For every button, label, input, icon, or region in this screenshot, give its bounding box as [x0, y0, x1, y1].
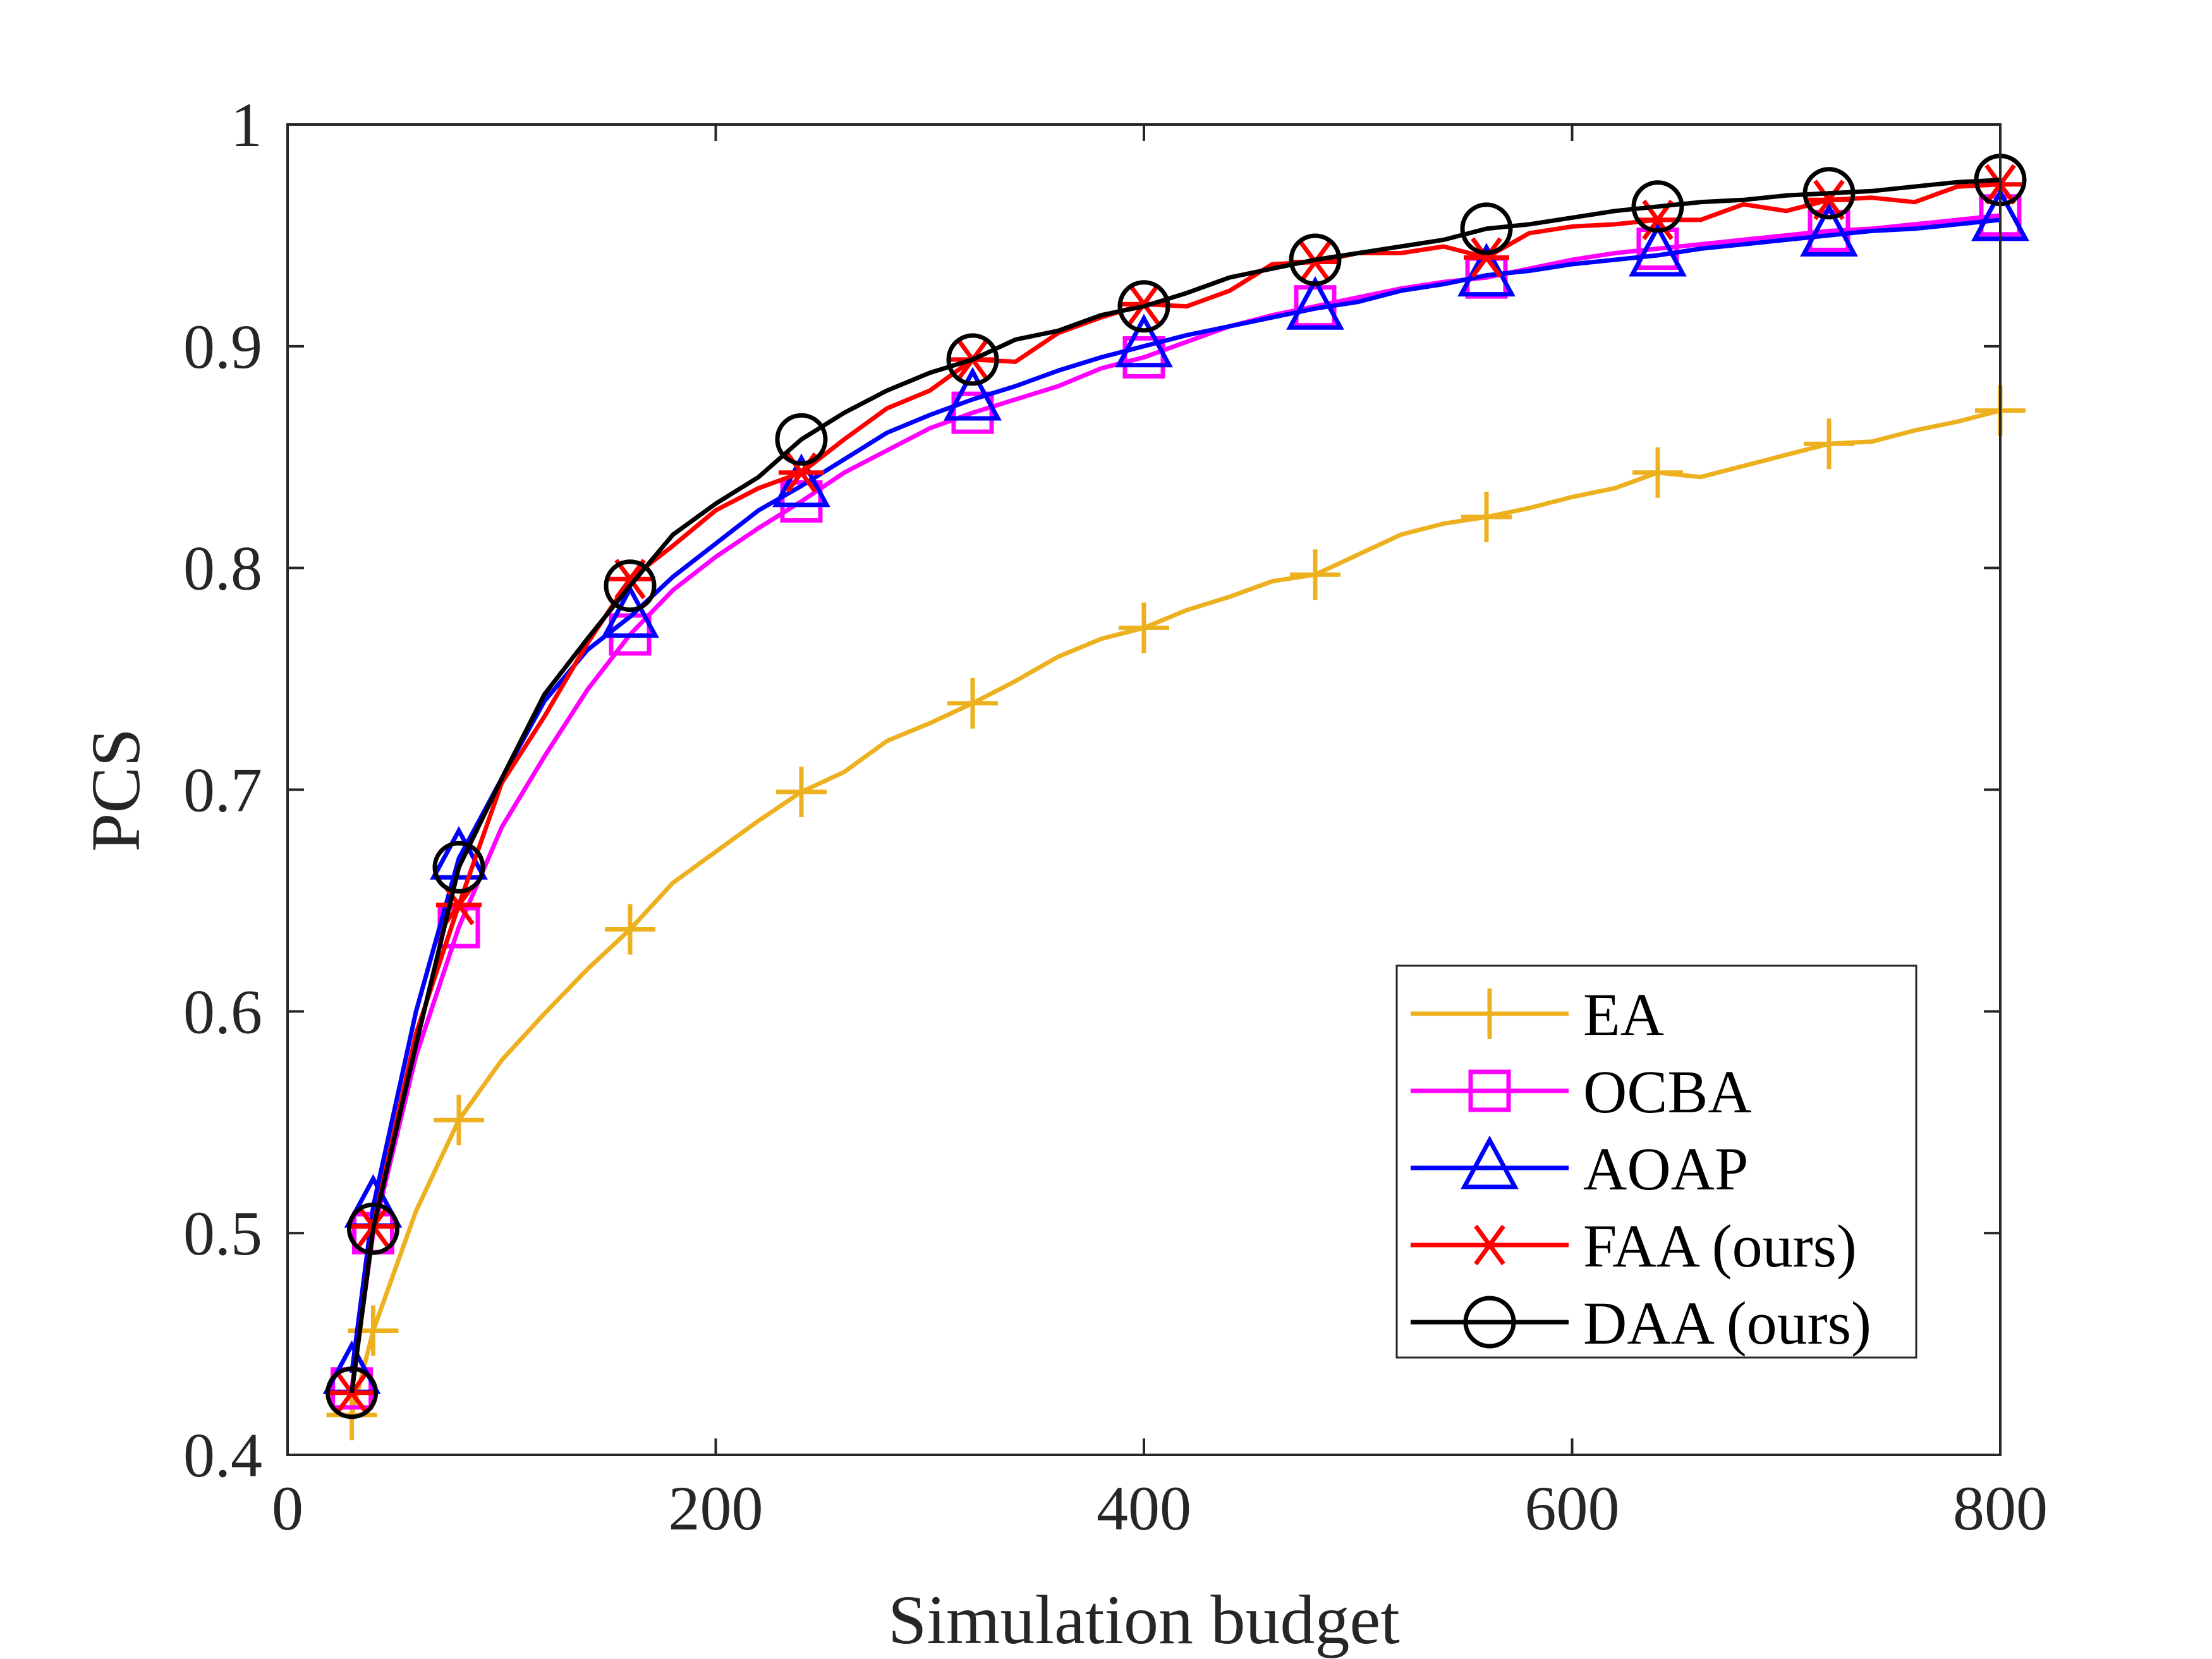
- x-tick-label: 600: [1525, 1473, 1620, 1543]
- series-line: [349, 217, 2001, 1373]
- marker-stroke: [946, 333, 999, 386]
- data-point: [1461, 492, 1512, 542]
- legend-swatch-marker: [1468, 1069, 1511, 1112]
- data-point: [607, 559, 653, 600]
- x-tick-label: 800: [1953, 1473, 2048, 1543]
- data-point: [1286, 276, 1344, 330]
- y-tick-label: 1: [231, 90, 262, 160]
- data-point: [1464, 237, 1509, 278]
- marker-stroke: [325, 1366, 379, 1419]
- data-point: [604, 559, 657, 612]
- legend-swatch-marker: [1467, 1224, 1512, 1266]
- ticks-layer: 0 200 400 600 800 0.4 0.5 0.6 0.7 0.8 0.9 1: [183, 90, 2048, 1543]
- marker-stroke: [780, 480, 823, 523]
- data-point: [947, 678, 998, 729]
- marker-stroke: [601, 584, 659, 638]
- marker-stroke: [604, 559, 657, 612]
- marker-stroke: [1289, 233, 1342, 286]
- marker-stroke: [1471, 237, 1502, 278]
- marker-stroke: [1629, 222, 1687, 277]
- data-point: [432, 841, 485, 894]
- y-tick-label: 0.9: [183, 312, 262, 382]
- marker-stroke: [1813, 179, 1845, 221]
- data-point: [944, 367, 1002, 421]
- data-point: [601, 584, 659, 638]
- marker-stroke: [1463, 1296, 1516, 1349]
- marker-stroke: [772, 453, 830, 507]
- series-layer: [322, 154, 2029, 1440]
- data-point: [325, 1366, 379, 1419]
- data-point: [430, 825, 488, 880]
- legend-label: OCBA: [1583, 1058, 1752, 1126]
- data-point: [1804, 418, 1854, 470]
- marker-stroke: [1115, 313, 1173, 368]
- marker-stroke: [1474, 1224, 1505, 1266]
- legend: EA OCBA AOAP FAA (ours) DAA (ours): [1395, 964, 1917, 1359]
- data-point: [1115, 313, 1173, 368]
- data-point: [1290, 549, 1340, 600]
- y-tick-label: 0.6: [183, 976, 262, 1047]
- marker-stroke: [775, 413, 828, 466]
- y-tick-label: 0.7: [183, 755, 262, 825]
- data-point: [1631, 180, 1684, 233]
- marker-stroke: [614, 559, 646, 600]
- data-point: [347, 1202, 399, 1255]
- data-point: [605, 904, 655, 955]
- legend-swatch-marker: [1461, 1135, 1519, 1189]
- data-point: [1632, 447, 1683, 498]
- data-point: [1117, 280, 1170, 333]
- data-point: [951, 391, 994, 434]
- legend-label: EA: [1583, 981, 1664, 1048]
- data-point: [780, 480, 823, 523]
- data-point: [1457, 243, 1516, 297]
- y-tick-label: 0.8: [183, 533, 262, 604]
- data-point: [1119, 602, 1169, 653]
- marker-stroke: [1468, 1069, 1511, 1112]
- x-tick-label: 0: [272, 1473, 303, 1543]
- marker-stroke: [1457, 243, 1516, 297]
- marker-stroke: [347, 1202, 399, 1255]
- data-point: [946, 333, 999, 386]
- data-point: [775, 413, 828, 466]
- marker-stroke: [1460, 202, 1513, 255]
- x-tick-label: 400: [1097, 1473, 1191, 1543]
- data-point: [1460, 202, 1513, 255]
- legend-swatch-marker: [1464, 988, 1515, 1039]
- data-point: [436, 884, 482, 925]
- data-point: [776, 767, 827, 817]
- marker-stroke: [1117, 280, 1170, 333]
- marker-stroke: [944, 367, 1002, 421]
- marker-stroke: [1286, 276, 1344, 330]
- data-point: [1806, 179, 1852, 221]
- marker-stroke: [430, 825, 488, 880]
- marker-stroke: [1802, 167, 1856, 220]
- data-point: [1289, 233, 1342, 286]
- data-point: [1802, 167, 1856, 220]
- marker-stroke: [432, 841, 485, 894]
- legend-box: [1395, 964, 1917, 1359]
- marker-stroke: [1631, 180, 1684, 233]
- y-axis-title: PCS: [77, 728, 154, 852]
- legend-label: DAA (ours): [1583, 1289, 1871, 1357]
- x-tick-label: 200: [669, 1473, 763, 1543]
- y-tick-label: 0.4: [183, 1420, 262, 1490]
- data-point: [772, 453, 830, 507]
- data-point: [1800, 203, 1858, 257]
- marker-stroke: [951, 391, 994, 434]
- legend-label: FAA (ours): [1583, 1212, 1857, 1280]
- series-line: [349, 408, 2001, 1416]
- legend-swatch-marker: [1463, 1296, 1516, 1349]
- y-tick-label: 0.5: [183, 1198, 262, 1268]
- marker-stroke: [443, 884, 475, 925]
- series-line: [349, 213, 2001, 1389]
- marker-stroke: [1800, 203, 1858, 257]
- data-point: [1629, 222, 1687, 277]
- legend-label: AOAP: [1583, 1135, 1748, 1203]
- marker-stroke: [1461, 1135, 1519, 1189]
- data-point: [434, 1095, 484, 1146]
- x-axis-title: Simulation budget: [888, 1581, 1400, 1658]
